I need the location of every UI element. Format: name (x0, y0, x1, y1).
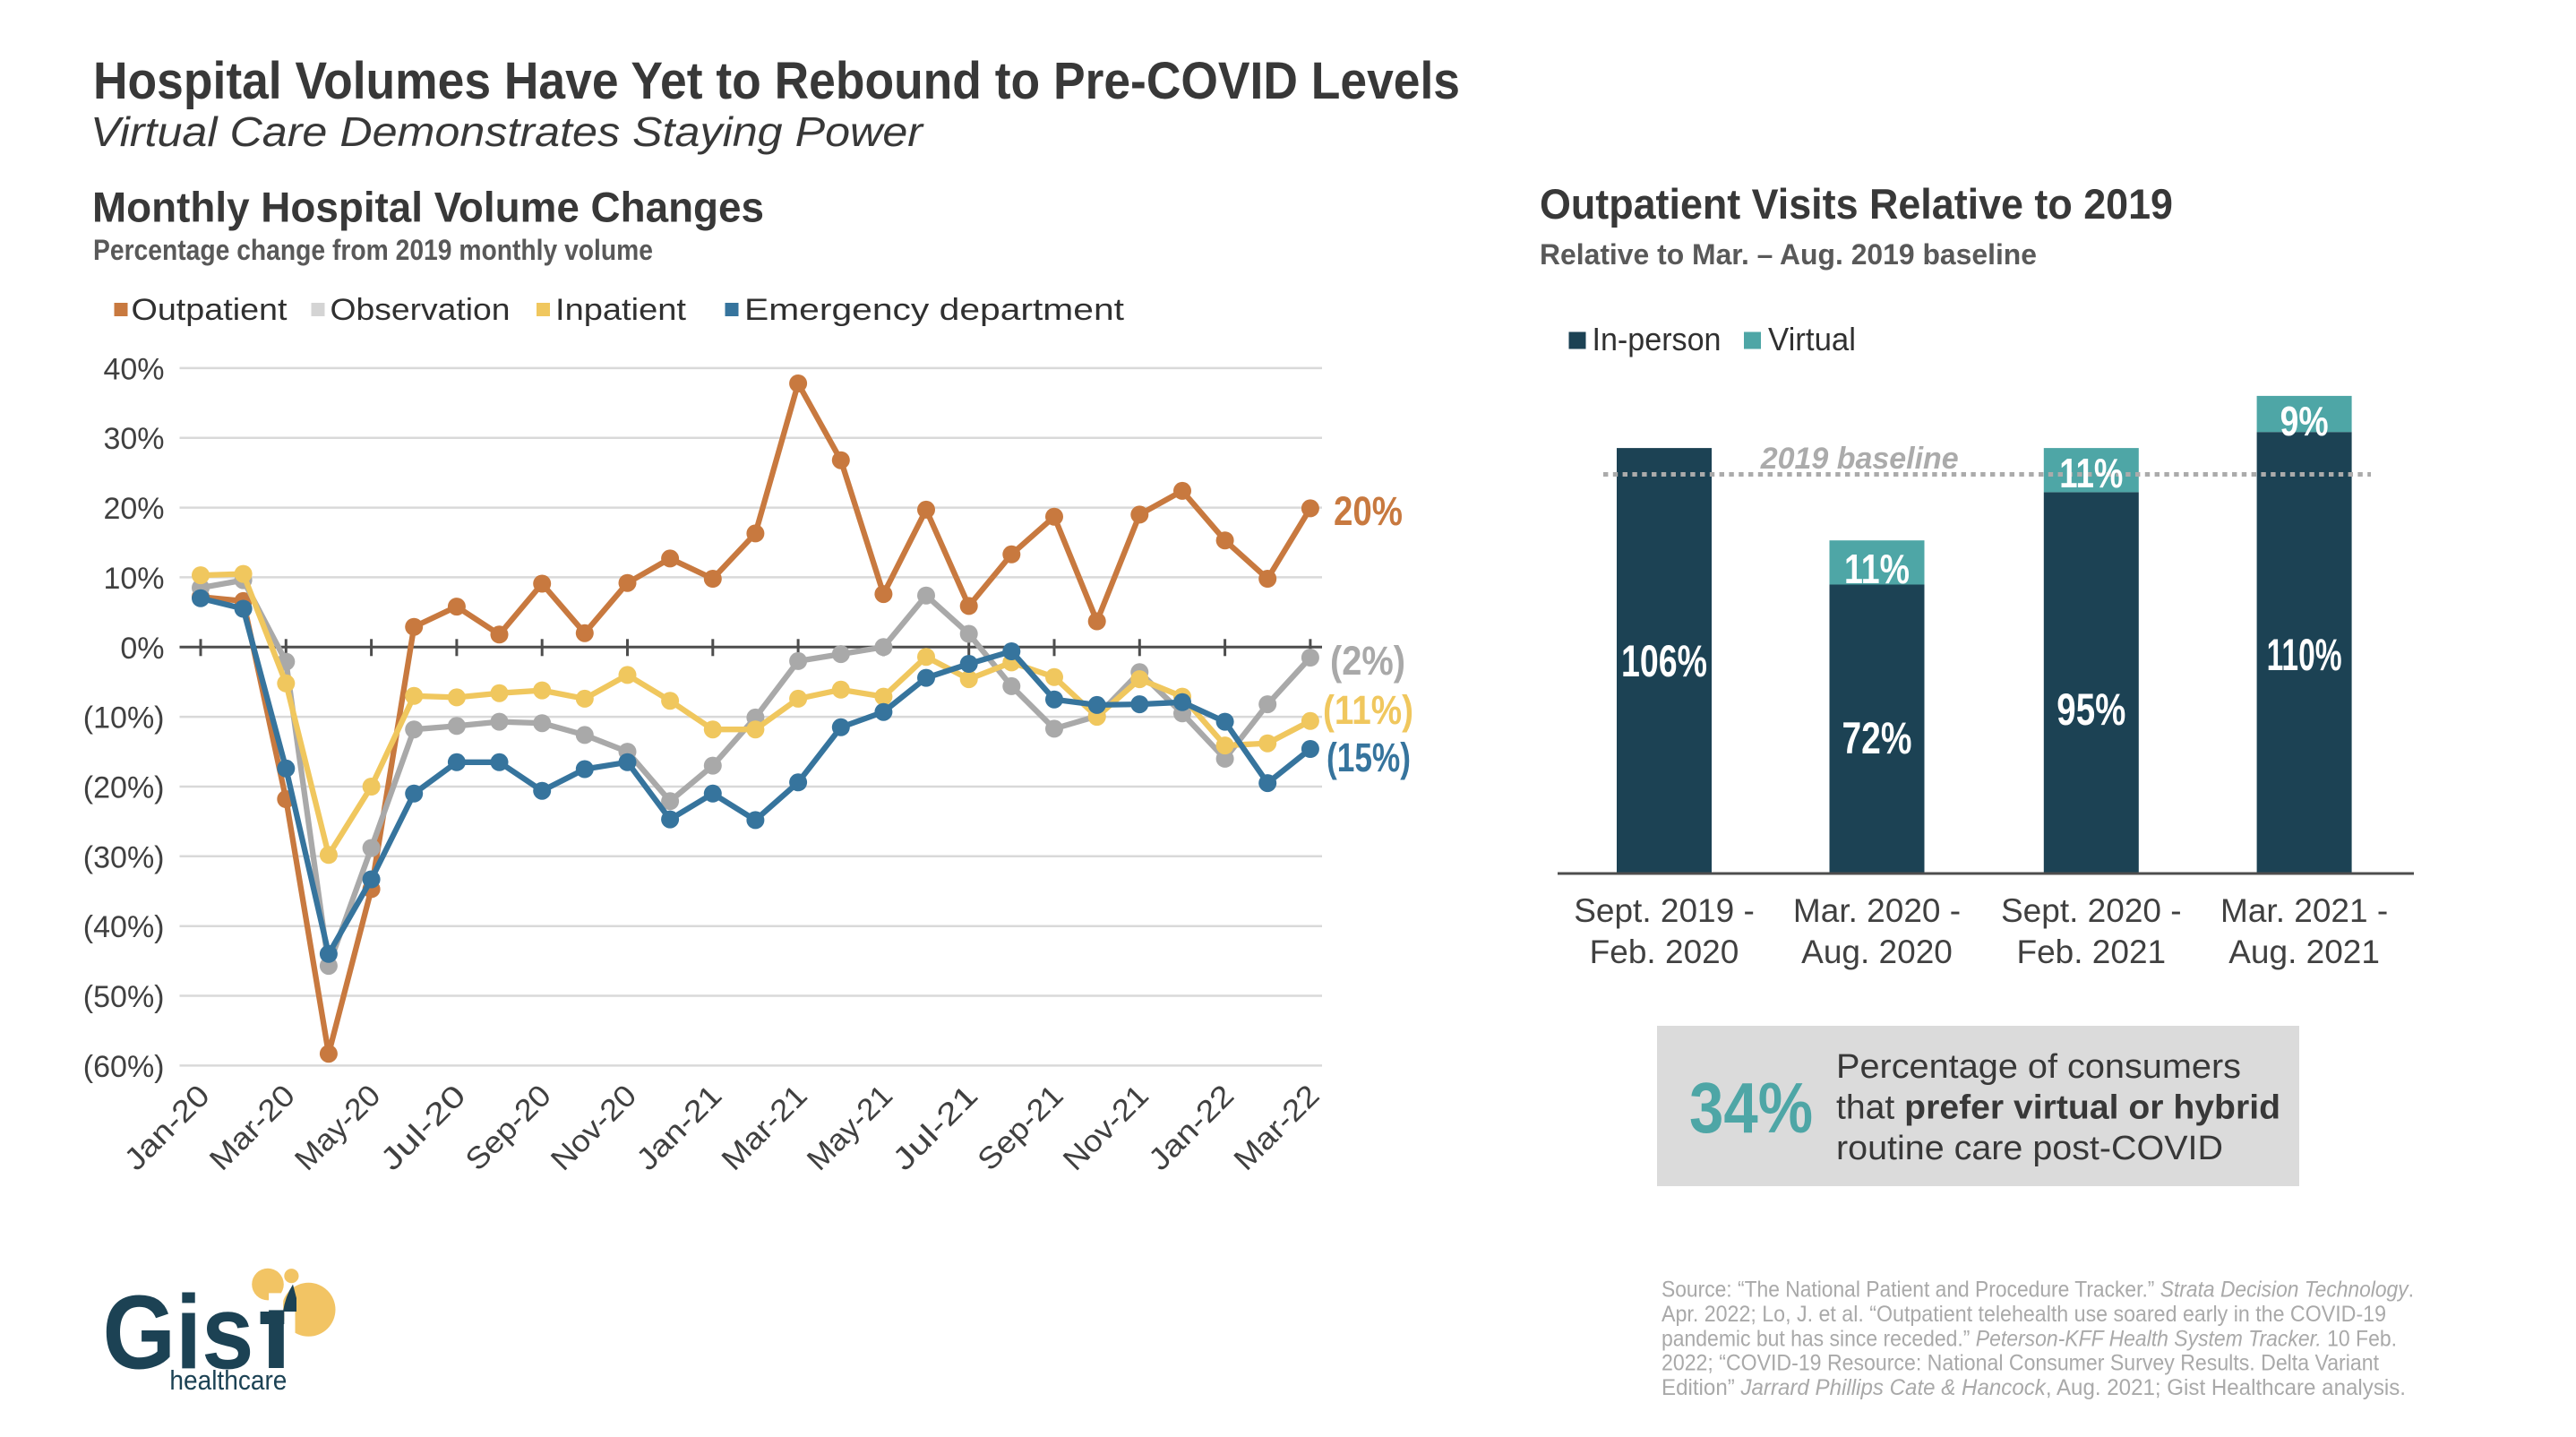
svg-text:20%: 20% (103, 492, 164, 526)
svg-text:30%: 30% (103, 422, 164, 456)
svg-text:0%: 0% (120, 632, 164, 666)
svg-text:Inpatient: Inpatient (555, 293, 687, 327)
svg-text:Aug. 2021: Aug. 2021 (2228, 934, 2380, 970)
svg-text:72%: 72% (1842, 713, 1912, 763)
svg-text:Apr. 2022; Lo, J. et al. “Outp: Apr. 2022; Lo, J. et al. “Outpatient tel… (1662, 1302, 2386, 1327)
svg-text:routine care post-COVID: routine care post-COVID (1836, 1130, 2223, 1167)
svg-text:Relative to Mar. – Aug. 2019 b: Relative to Mar. – Aug. 2019 baseline (1540, 238, 2037, 271)
svg-text:(30%): (30%) (83, 840, 165, 874)
svg-text:(20%): (20%) (83, 771, 165, 805)
svg-text:(50%): (50%) (83, 980, 165, 1014)
svg-text:11%: 11% (2059, 450, 2123, 496)
svg-text:11%: 11% (1844, 546, 1910, 592)
svg-text:Virtual Care Demonstrates Stay: Virtual Care Demonstrates Staying Power (90, 108, 924, 155)
svg-text:Feb. 2021: Feb. 2021 (2016, 934, 2166, 970)
svg-text:Outpatient Visits Relative to: Outpatient Visits Relative to 2019 (1540, 180, 2173, 228)
svg-text:(10%): (10%) (83, 701, 165, 736)
svg-text:Emergency department: Emergency department (744, 293, 1125, 327)
svg-text:Mar. 2020 -: Mar. 2020 - (1793, 892, 1961, 929)
svg-text:106%: 106% (1621, 636, 1707, 686)
svg-text:Sept. 2019 -: Sept. 2019 - (1574, 892, 1755, 929)
svg-text:Sept. 2020 -: Sept. 2020 - (2001, 892, 2182, 929)
svg-text:Feb. 2020: Feb. 2020 (1590, 934, 1739, 970)
svg-text:(2%): (2%) (1330, 638, 1405, 684)
svg-text:40%: 40% (103, 352, 164, 386)
svg-text:(15%): (15%) (1327, 735, 1411, 780)
svg-text:In-person: In-person (1593, 321, 1722, 357)
svg-text:Mar. 2021 -: Mar. 2021 - (2220, 892, 2388, 929)
svg-text:healthcare: healthcare (169, 1364, 287, 1396)
svg-text:110%: 110% (2267, 630, 2342, 680)
svg-text:Monthly Hospital Volume Change: Monthly Hospital Volume Changes (92, 184, 764, 231)
svg-text:Hospital Volumes Have Yet to R: Hospital Volumes Have Yet to Rebound to … (93, 52, 1460, 110)
svg-text:(40%): (40%) (83, 910, 165, 944)
svg-text:Virtual: Virtual (1768, 321, 1856, 357)
svg-text:Aug. 2020: Aug. 2020 (1801, 934, 1953, 970)
svg-text:Source: “The National Patient: Source: “The National Patient and Proced… (1662, 1278, 2414, 1303)
svg-text:(11%): (11%) (1323, 687, 1413, 733)
svg-text:20%: 20% (1334, 488, 1403, 534)
svg-text:Outpatient: Outpatient (132, 293, 288, 327)
svg-text:(60%): (60%) (83, 1050, 165, 1084)
svg-text:34%: 34% (1689, 1068, 1813, 1148)
svg-text:Percentage of consumers: Percentage of consumers (1836, 1048, 2241, 1086)
svg-text:Observation: Observation (331, 293, 511, 327)
svg-text:9%: 9% (2280, 398, 2329, 444)
svg-text:2019 baseline: 2019 baseline (1760, 442, 1959, 476)
svg-text:Gis: Gis (103, 1274, 254, 1391)
svg-text:pandemic but has since receded: pandemic but has since receded.” Peterso… (1662, 1326, 2397, 1351)
svg-text:95%: 95% (2057, 684, 2125, 735)
svg-text:2022; “COVID-19 Resource: Nati: 2022; “COVID-19 Resource: National Consu… (1662, 1351, 2379, 1376)
svg-text:Edition” Jarrard Phillips Cate: Edition” Jarrard Phillips Cate & Hancock… (1662, 1375, 2406, 1400)
svg-text:Percentage change from 2019 mo: Percentage change from 2019 monthly volu… (93, 234, 653, 266)
svg-text:that prefer virtual or hybrid: that prefer virtual or hybrid (1836, 1089, 2280, 1127)
svg-text:10%: 10% (103, 562, 164, 596)
